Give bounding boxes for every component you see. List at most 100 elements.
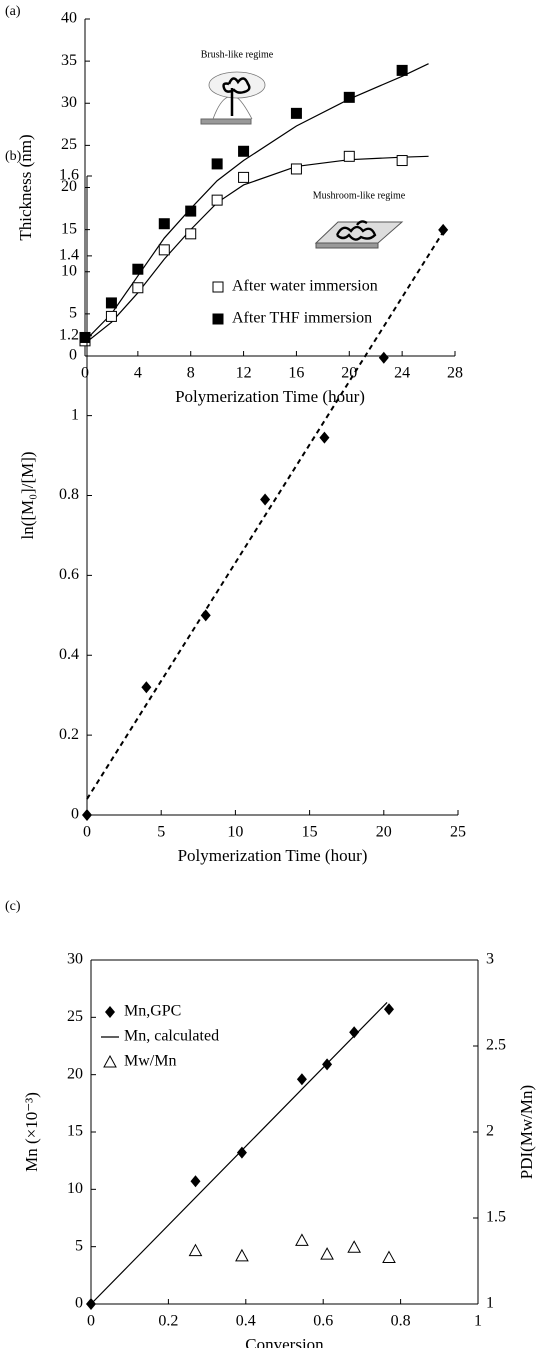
x-tick-label: 0.6	[313, 1313, 333, 1330]
x-tick-label: 10	[227, 824, 243, 841]
x-tick-label: 0	[81, 365, 89, 382]
point	[396, 64, 408, 76]
y-tick-label: 20	[67, 1065, 83, 1082]
point	[158, 218, 170, 230]
point	[343, 150, 355, 162]
x-tick-label: 16	[288, 365, 304, 382]
x-tick-label: 8	[187, 365, 195, 382]
y-tick-label: 1.6	[59, 167, 79, 184]
y-tick-label: 25	[67, 1008, 83, 1025]
point	[188, 1243, 203, 1257]
x-tick-label: 0.8	[391, 1313, 411, 1330]
point	[158, 244, 170, 256]
y-tick-label: 1.4	[59, 247, 79, 264]
legend-symbol	[212, 313, 224, 325]
x-tick-label: 5	[157, 824, 165, 841]
point	[105, 297, 117, 309]
y-tick-label: 15	[61, 220, 77, 237]
y2-tick-label: 2	[486, 1123, 494, 1140]
point	[378, 351, 389, 364]
legend-label: After THF immersion	[232, 310, 372, 327]
point	[290, 163, 302, 175]
x-tick-label: 20	[376, 824, 392, 841]
panel-label: (c)	[5, 899, 21, 914]
y-tick-label: 0.8	[59, 486, 79, 503]
y-tick-label: 0	[75, 1295, 83, 1312]
point	[238, 171, 250, 183]
panel-label: (b)	[5, 149, 22, 164]
y-tick-label: 0	[69, 347, 77, 364]
point	[296, 1073, 307, 1086]
y-tick-label: 1.2	[59, 326, 79, 343]
y2-tick-label: 2.5	[486, 1037, 506, 1054]
point	[343, 91, 355, 103]
point	[82, 809, 92, 821]
y2-tick-label: 1.5	[486, 1209, 506, 1226]
legend-label: Mw/Mn	[124, 1053, 176, 1070]
y-tick-label: 25	[61, 136, 77, 153]
point	[295, 1233, 309, 1246]
point	[382, 1250, 396, 1264]
series-line	[90, 1002, 388, 1305]
point	[141, 681, 152, 694]
x-tick-label: 0.4	[236, 1313, 256, 1330]
point	[132, 282, 144, 294]
x-axis-label: Polymerization Time (hour)	[178, 846, 368, 865]
y2-tick-label: 1	[486, 1295, 494, 1312]
annotation: Brush-like regime	[201, 49, 274, 60]
y-tick-label: 20	[61, 178, 77, 195]
y-axis-label: Mn (×10⁻³)	[22, 1092, 41, 1172]
point	[190, 1175, 201, 1188]
point	[438, 223, 449, 236]
x-tick-label: 4	[134, 365, 142, 382]
legend-label: After water immersion	[232, 278, 378, 295]
x-tick-label: 0.2	[158, 1313, 178, 1330]
point	[185, 205, 197, 217]
point	[290, 107, 302, 119]
point	[319, 431, 330, 444]
x-tick-label: 1	[474, 1313, 482, 1330]
y-axis-label: Thickness (nm)	[16, 134, 35, 240]
legend-symbol	[105, 1006, 115, 1018]
y-tick-label: 10	[67, 1180, 83, 1197]
y-tick-label: 0.2	[59, 726, 79, 743]
y2-axis-label: PDI(Mw/Mn)	[517, 1085, 536, 1179]
legend-label: Mn, calculated	[124, 1028, 219, 1045]
point	[235, 1248, 249, 1262]
y-tick-label: 1	[71, 406, 79, 423]
mushroom-illustration	[314, 220, 404, 249]
x-tick-label: 12	[236, 365, 252, 382]
y-tick-label: 30	[61, 94, 77, 111]
point	[211, 194, 223, 206]
annotation: Mushroom-like regime	[313, 190, 406, 201]
point	[132, 263, 144, 275]
point	[320, 1247, 334, 1260]
point	[347, 1240, 362, 1253]
fit-curve	[86, 231, 445, 800]
y-tick-label: 10	[61, 262, 77, 279]
x-tick-label: 24	[394, 365, 410, 382]
x-tick-label: 15	[302, 824, 318, 841]
point	[383, 1003, 394, 1016]
point	[211, 158, 223, 170]
y-tick-label: 15	[67, 1123, 83, 1140]
point	[185, 228, 197, 240]
point	[79, 331, 91, 343]
x-tick-label: 28	[447, 365, 463, 382]
y-tick-label: 0	[71, 806, 79, 823]
x-tick-label: 25	[450, 824, 466, 841]
point	[396, 155, 408, 167]
panel-label: (a)	[5, 4, 21, 19]
y-tick-label: 35	[61, 52, 77, 69]
legend-label: Mn,GPC	[124, 1003, 181, 1020]
y-tick-label: 5	[75, 1237, 83, 1254]
x-tick-label: 0	[87, 1313, 95, 1330]
legend-symbol	[103, 1054, 117, 1068]
y-tick-label: 40	[61, 10, 77, 27]
point	[200, 609, 211, 622]
legend-symbol	[212, 281, 224, 293]
y-tick-label: 30	[67, 951, 83, 968]
point	[238, 145, 250, 157]
y2-tick-label: 3	[486, 951, 494, 968]
